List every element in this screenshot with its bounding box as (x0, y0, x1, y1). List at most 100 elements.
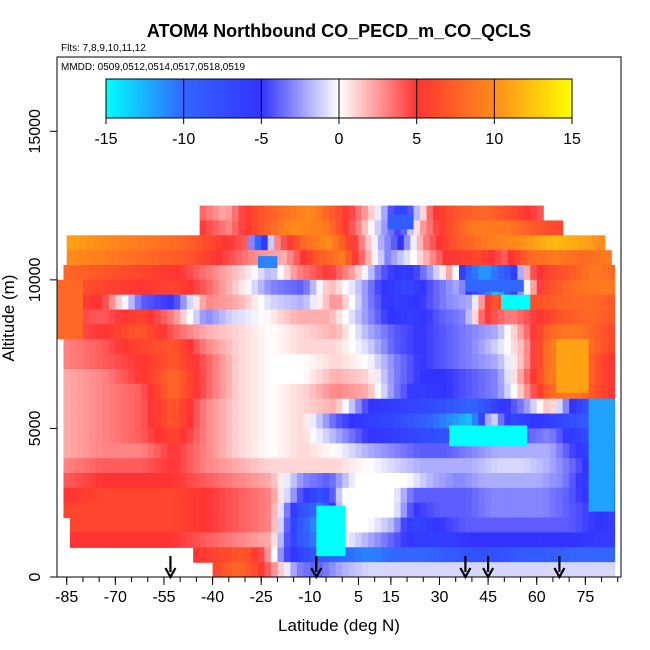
heatmap-cell (439, 354, 447, 370)
heatmap-cell (277, 398, 285, 415)
heatmap-cell (504, 265, 512, 281)
heatmap-cell (394, 383, 402, 400)
heatmap-cell (335, 413, 343, 430)
heatmap-cell (82, 294, 91, 311)
heatmap-cell (368, 324, 376, 340)
heatmap-cell (497, 324, 505, 340)
heatmap-cell (355, 369, 363, 385)
heatmap-cell (517, 339, 525, 355)
heatmap-cell (151, 250, 159, 266)
heatmap-cell (530, 547, 538, 563)
heatmap-cell (569, 324, 577, 340)
heatmap-cell (277, 517, 285, 534)
heatmap-cell (439, 324, 447, 340)
heatmap-cell (335, 487, 343, 504)
heatmap-cell (309, 309, 317, 326)
heatmap-cell (167, 487, 175, 504)
heatmap-cell (296, 502, 304, 519)
heatmap-cell (445, 205, 454, 222)
heatmap-cell (238, 294, 246, 311)
heatmap-cell (601, 279, 609, 296)
heatmap-cell (348, 309, 356, 326)
heatmap-cell (420, 279, 428, 296)
heatmap-cell (420, 562, 428, 577)
heatmap-cell (348, 354, 356, 370)
heatmap-cell (517, 324, 525, 340)
heatmap-cell (497, 265, 505, 281)
heatmap-cell (562, 517, 570, 534)
heatmap-cell (465, 205, 473, 222)
heatmap-cell (225, 487, 233, 504)
heatmap-cell (407, 309, 415, 326)
heatmap-cell (543, 473, 551, 489)
heatmap-cell (121, 398, 129, 415)
heatmap-cell (608, 279, 616, 296)
heatmap-cell (345, 250, 353, 266)
heatmap-cell (582, 443, 590, 459)
heatmap-cell (160, 458, 168, 474)
heatmap-cell (277, 487, 285, 504)
heatmap-cell (562, 473, 570, 489)
heatmap-cell (309, 532, 317, 548)
heatmap-cell (445, 502, 454, 519)
heatmap-cell (89, 487, 97, 504)
heatmap-cell (407, 383, 415, 400)
heatmap-cell (520, 235, 528, 251)
heatmap-cell (543, 532, 551, 548)
heatmap-cell (128, 443, 136, 459)
heatmap-cell (588, 517, 596, 534)
flights-subtitle: Flts: 7,8,9,10,11,12 (61, 43, 146, 54)
heatmap-cell (523, 443, 531, 459)
heatmap-cell (426, 547, 434, 563)
heatmap-cells (57, 205, 616, 577)
heatmap-cell (180, 458, 188, 474)
heatmap-cell (471, 220, 479, 236)
heatmap-cell (374, 294, 382, 311)
heatmap-cell (102, 279, 110, 296)
heatmap-cell (348, 547, 356, 563)
heatmap-cell (76, 413, 84, 430)
heatmap-cell (504, 443, 512, 459)
heatmap-cell (274, 235, 282, 251)
heatmap-cell (484, 265, 492, 281)
heatmap-cell (510, 369, 518, 385)
heatmap-cell (215, 250, 223, 266)
heatmap-cell (523, 562, 531, 577)
heatmap-cell (445, 473, 454, 489)
heatmap-cell (536, 487, 544, 504)
heatmap-cell (82, 443, 91, 459)
heatmap-cell (445, 265, 454, 281)
heatmap-cell (439, 309, 447, 326)
heatmap-cell (400, 532, 408, 548)
heatmap-cell (251, 265, 259, 281)
heatmap-cell (361, 487, 369, 504)
heatmap-cell (517, 502, 525, 519)
heatmap-cell (167, 279, 175, 296)
heatmap-cell (478, 562, 486, 577)
heatmap-cell (527, 250, 535, 266)
heatmap-cell (465, 532, 473, 548)
heatmap-cell (458, 383, 467, 400)
heatmap-cell (82, 532, 91, 548)
colorbar-tick-label: 5 (412, 131, 421, 148)
heatmap-cell (381, 324, 389, 340)
heatmap-cell (439, 339, 447, 355)
heatmap-cell (543, 562, 551, 577)
heatmap-cell (556, 279, 564, 296)
heatmap-cell (232, 398, 240, 415)
heatmap-cell (277, 279, 285, 296)
heatmap-cell (601, 294, 609, 311)
heatmap-cell (471, 265, 479, 281)
heatmap-cell (523, 413, 531, 430)
heatmap-cell (290, 324, 298, 340)
heatmap-cell (601, 265, 609, 281)
heatmap-cell (322, 339, 330, 355)
heatmap-cell (329, 309, 337, 326)
heatmap-cell (478, 517, 486, 534)
heatmap-cell (381, 354, 389, 370)
heatmap-cell (536, 562, 544, 577)
heatmap-cell (202, 235, 210, 251)
heatmap-cell (520, 250, 528, 266)
heatmap-cell (455, 235, 463, 251)
